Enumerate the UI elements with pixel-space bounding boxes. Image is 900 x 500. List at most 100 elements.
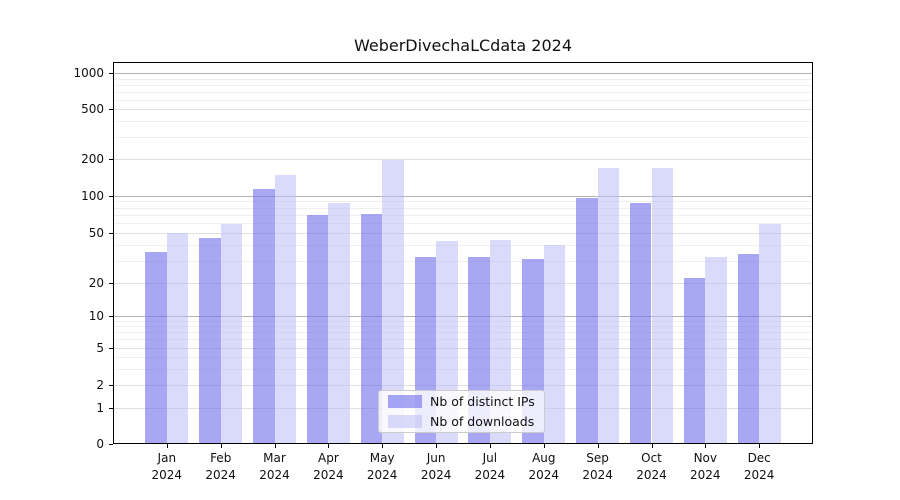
x-tick-label: Jun 2024 — [420, 451, 452, 482]
bar-distinct-ips — [360, 214, 383, 444]
gridline-minor — [114, 136, 812, 138]
x-axis-tick — [328, 444, 330, 448]
x-axis-tick — [436, 444, 438, 448]
bar-distinct-ips — [737, 253, 760, 444]
y-tick-label: 2 — [96, 378, 104, 392]
gridline-minor — [114, 244, 812, 246]
y-tick-label: 1 — [96, 401, 104, 416]
x-axis-tick — [759, 444, 761, 448]
y-tick-label: 50 — [88, 225, 104, 240]
x-tick-label: Feb 2024 — [205, 451, 236, 482]
y-axis-tick — [109, 385, 113, 386]
bar-downloads — [328, 203, 350, 444]
gridline-minor — [114, 91, 812, 93]
gridline-minor — [114, 320, 812, 322]
y-tick-label: 20 — [88, 275, 104, 290]
bar-downloads — [597, 168, 620, 444]
gridline-minor — [114, 201, 812, 203]
x-tick-label: Oct 2024 — [636, 451, 667, 482]
gridline-minor — [114, 356, 812, 358]
legend: Nb of distinct IPs Nb of downloads — [378, 390, 545, 433]
bar-downloads — [382, 160, 404, 444]
x-tick-label: Nov 2024 — [690, 451, 721, 482]
y-tick-label: 500 — [81, 102, 104, 117]
gridline — [114, 158, 812, 160]
y-axis-tick — [109, 316, 113, 317]
x-tick-label: Jul 2024 — [474, 451, 506, 482]
bar-distinct-ips — [145, 252, 167, 444]
legend-item-downloads: Nb of downloads — [388, 414, 535, 429]
bar-distinct-ips — [629, 202, 652, 444]
gridline-minor — [114, 339, 812, 341]
x-axis-tick — [489, 444, 491, 448]
x-tick-label: Apr 2024 — [313, 451, 344, 482]
y-axis-tick — [109, 196, 113, 197]
gridline — [114, 109, 812, 111]
y-axis-tick — [109, 283, 113, 284]
y-axis-tick — [109, 444, 113, 445]
bar-downloads — [220, 223, 243, 444]
gridline-minor — [114, 223, 812, 224]
x-axis-tick — [651, 444, 653, 448]
bar-downloads — [651, 168, 673, 444]
bar-downloads — [543, 244, 566, 444]
x-tick-label: Mar 2024 — [259, 451, 290, 482]
gridline — [114, 347, 812, 349]
y-tick-label: 10 — [88, 309, 104, 323]
x-tick-label: Aug 2024 — [528, 451, 560, 482]
gridline-minor — [114, 260, 812, 262]
bar-distinct-ips — [576, 198, 598, 444]
gridline-minor — [114, 368, 812, 370]
y-tick-label: 200 — [81, 151, 104, 166]
gridline-minor — [114, 214, 812, 216]
bar-downloads — [274, 175, 296, 444]
gridline-minor — [114, 332, 812, 334]
gridline — [114, 282, 812, 284]
x-axis-tick — [543, 444, 545, 448]
y-axis-tick — [109, 348, 113, 349]
x-axis-tick — [597, 444, 599, 448]
y-axis-tick — [109, 233, 113, 234]
gridline-minor — [114, 99, 812, 101]
gridline — [114, 316, 812, 317]
y-axis-tick — [109, 159, 113, 160]
x-tick-label: Dec 2024 — [743, 451, 775, 482]
bar-distinct-ips — [199, 238, 221, 444]
gridline-minor — [114, 326, 812, 328]
bar-distinct-ips — [306, 214, 329, 444]
bar-distinct-ips — [683, 277, 706, 444]
x-axis-tick — [705, 444, 707, 448]
x-tick-label: Jan 2024 — [151, 451, 183, 482]
x-tick-label: May 2024 — [366, 451, 398, 482]
gridline — [114, 232, 812, 234]
bar-distinct-ips — [253, 188, 275, 444]
gridline — [114, 73, 812, 75]
x-axis-tick — [382, 444, 384, 448]
y-tick-label: 5 — [96, 340, 104, 355]
gridline-minor — [114, 78, 812, 80]
legend-label-distinct-ips: Nb of distinct IPs — [430, 394, 535, 409]
x-tick-label: Sep 2024 — [582, 451, 613, 482]
x-axis-tick — [220, 444, 222, 448]
chart-title: WeberDivechaLCdata 2024 — [353, 36, 573, 55]
legend-item-distinct-ips: Nb of distinct IPs — [388, 394, 535, 409]
gridline — [114, 385, 812, 386]
legend-label-downloads: Nb of downloads — [430, 414, 535, 429]
gridline — [114, 195, 812, 197]
y-axis-tick — [109, 73, 113, 74]
bar-downloads — [166, 232, 189, 444]
y-tick-label: 1000 — [73, 66, 104, 81]
y-tick-label: 100 — [81, 188, 104, 203]
y-axis-tick — [109, 408, 113, 409]
legend-swatch-distinct-ips-icon — [388, 395, 422, 408]
y-tick-label: 0 — [96, 437, 104, 451]
x-axis-tick — [166, 444, 168, 448]
y-axis-tick — [109, 109, 113, 110]
legend-swatch-downloads-icon — [388, 415, 422, 428]
bar-downloads — [705, 257, 727, 444]
bar-downloads — [759, 223, 781, 444]
